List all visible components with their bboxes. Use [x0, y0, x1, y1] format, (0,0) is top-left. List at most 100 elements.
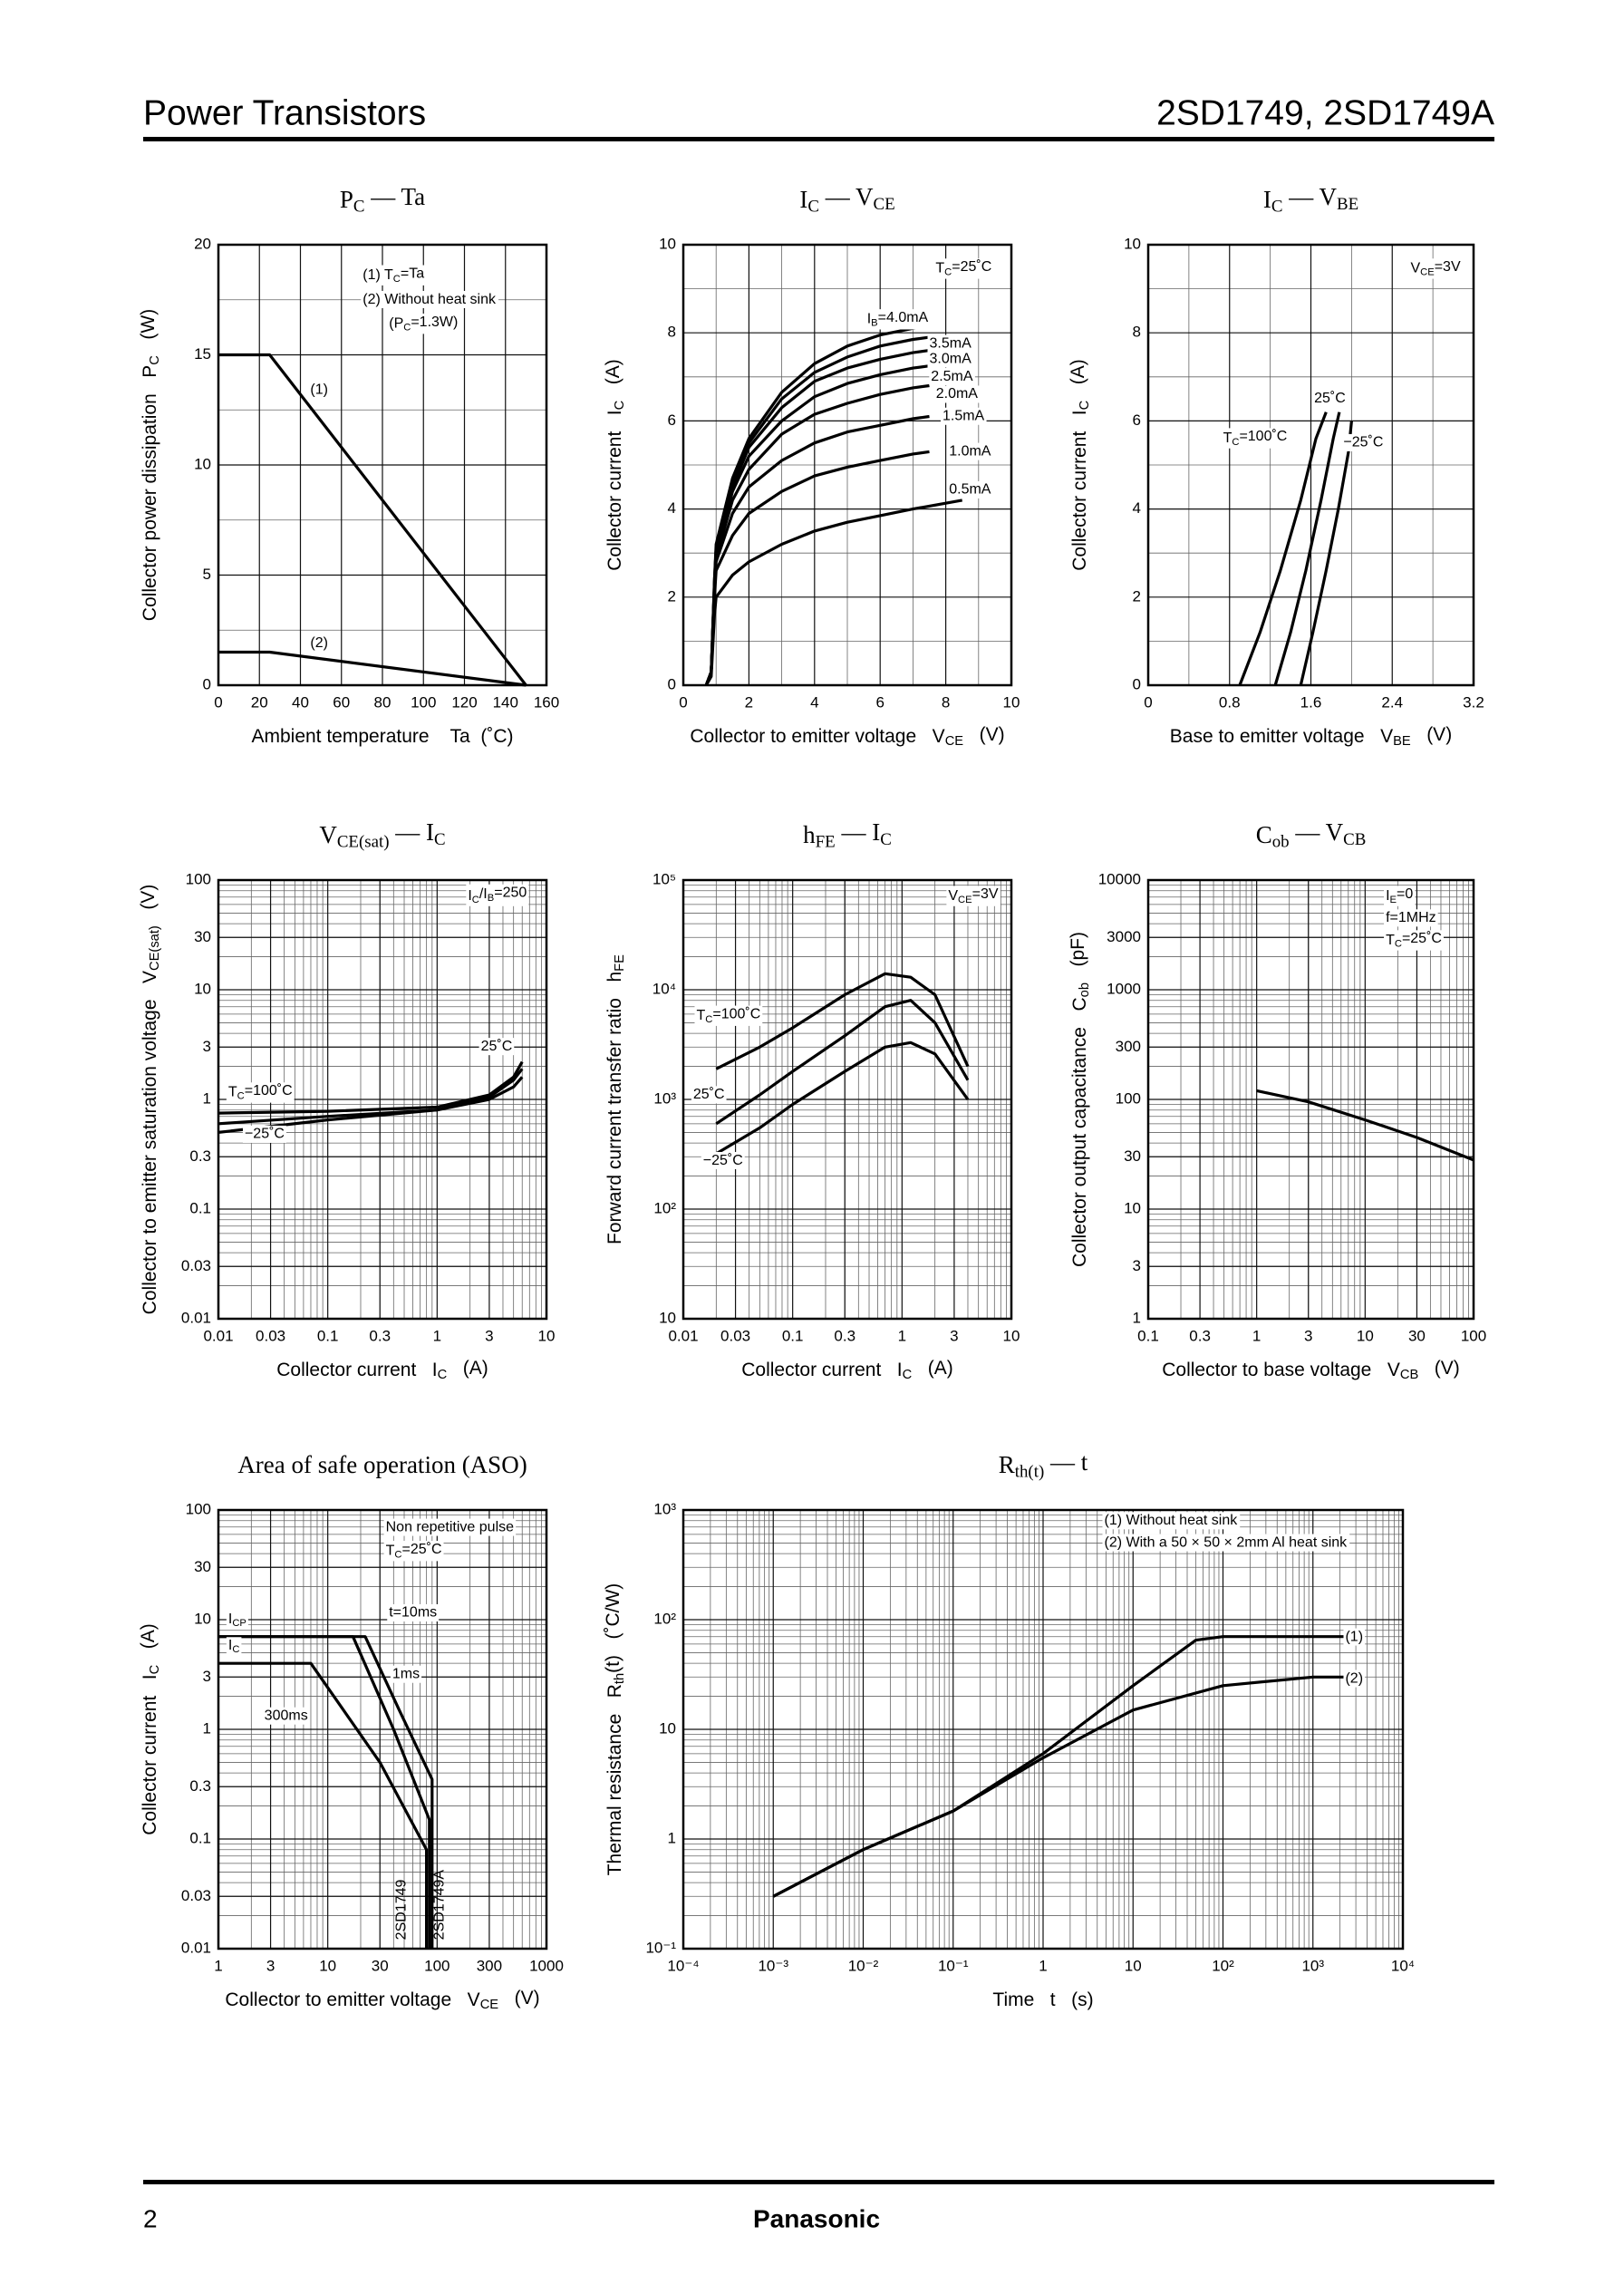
text-segment: — V — [819, 183, 874, 210]
text-segment: P — [340, 186, 353, 213]
plot-frame — [682, 243, 1013, 687]
annotation: IB=4.0mA — [867, 310, 929, 328]
y-axis-label: Collector power dissipation PC (W) — [137, 309, 162, 621]
chart-title: Area of safe operation (ASO) — [237, 1451, 527, 1478]
x-tick-label: 0.3 — [369, 1327, 391, 1344]
y-tick-label: 4 — [1133, 499, 1141, 517]
label-bg — [947, 480, 993, 498]
x-tick-label: 2.4 — [1381, 693, 1403, 711]
text-segment: C — [148, 355, 162, 365]
label-bg — [242, 1125, 286, 1143]
text-segment: =100˚C — [245, 1083, 293, 1099]
text-segment: Collector current I — [741, 1360, 902, 1380]
text-segment: =1.3W) — [411, 315, 458, 330]
x-axis-label: Collector current IC (A) — [276, 1357, 488, 1382]
y-tick-label: 0.01 — [181, 1939, 211, 1956]
text-segment: =Ta — [401, 266, 424, 282]
annotation: VCE=3V — [1410, 259, 1460, 277]
text-segment: −25˚C — [1343, 435, 1383, 450]
text-segment: T — [386, 1544, 395, 1559]
text-segment: E — [1390, 895, 1397, 905]
curve — [218, 353, 527, 686]
text-segment: CE — [480, 1998, 499, 2012]
text-segment: (V) — [1411, 723, 1453, 744]
x-tick-label: 1000 — [529, 1957, 564, 1974]
x-tick-label: 10⁻² — [848, 1957, 879, 1974]
text-segment: FE — [613, 954, 627, 972]
label-bg — [226, 1611, 248, 1630]
text-segment: BE — [1393, 734, 1411, 749]
y-tick-label: 0.3 — [189, 1777, 211, 1795]
x-axis-label: Collector current IC (A) — [741, 1357, 953, 1382]
plot-frame — [217, 878, 548, 1321]
x-axis-label: Collector to base voltage VCB (V) — [1162, 1357, 1460, 1382]
text-segment: — I — [836, 818, 881, 846]
text-segment: Collector current I — [276, 1360, 437, 1380]
x-tick-label: 3 — [950, 1327, 958, 1344]
text-segment: 1.0mA — [949, 444, 991, 460]
annotation: (2) — [310, 635, 328, 651]
y-tick-label: 10 — [1124, 1199, 1141, 1216]
label-bg — [865, 309, 931, 330]
y-tick-label: 4 — [668, 499, 676, 517]
text-segment: (2) — [1345, 1671, 1363, 1687]
text-segment: Thermal resistance R — [604, 1684, 625, 1875]
x-tick-label: 100 — [1461, 1327, 1486, 1344]
y-tick-label: 10⁴ — [652, 980, 676, 997]
x-tick-label: 3.2 — [1463, 693, 1484, 711]
text-segment: Ambient temperature Ta (˚C) — [251, 726, 513, 747]
x-tick-label: 8 — [942, 693, 950, 711]
annotation: (2) With a 50 × 50 × 2mm Al heat sink — [1104, 1535, 1348, 1551]
y-tick-label: 100 — [1116, 1089, 1141, 1107]
annotation: TC=100˚C — [696, 1007, 760, 1025]
text-segment: C — [903, 1368, 913, 1382]
curve — [218, 1661, 429, 1949]
text-segment: C — [1271, 198, 1283, 217]
annotation: 2.0mA — [936, 386, 979, 402]
annotation: IC/IB=250 — [468, 886, 527, 905]
annotation: IC — [228, 1638, 240, 1655]
curve — [1273, 411, 1341, 686]
text-segment: ob — [1272, 833, 1290, 852]
text-segment: C — [1256, 821, 1272, 848]
label-bg — [308, 634, 330, 653]
curve — [218, 1635, 431, 1949]
text-segment: =3V — [1435, 259, 1461, 275]
x-tick-label: 10 — [1125, 1957, 1142, 1974]
annotation: 1.5mA — [942, 409, 985, 424]
text-segment: C — [438, 1368, 448, 1382]
annotation: ICP — [228, 1612, 246, 1629]
label-bg — [383, 1541, 444, 1562]
text-segment: I — [468, 888, 471, 904]
text-segment: C — [1395, 939, 1402, 950]
x-tick-label: 2 — [745, 693, 753, 711]
text-segment: C — [472, 895, 479, 905]
label-bg — [387, 314, 460, 334]
label-bg — [929, 368, 975, 386]
label-bg — [691, 1086, 727, 1104]
x-tick-label: 40 — [292, 693, 309, 711]
text-segment: (A) — [447, 1357, 488, 1378]
text-segment: (1) — [1345, 1630, 1363, 1645]
label-bg — [466, 884, 529, 906]
text-segment: C — [148, 1664, 162, 1674]
y-axis-label: Forward current transfer ratio hFE — [604, 954, 627, 1244]
x-tick-label: 80 — [374, 693, 392, 711]
y-tick-label: 15 — [194, 345, 211, 363]
plot-frame — [1146, 243, 1475, 687]
y-axis-label: Thermal resistance Rth(t) (˚C/W) — [602, 1583, 627, 1876]
label-bg — [1102, 1512, 1241, 1530]
text-segment: 1.5mA — [942, 409, 985, 424]
label-bg — [1343, 1628, 1366, 1646]
brand: Panasonic — [753, 2204, 880, 2232]
y-tick-label: 0.01 — [181, 1309, 211, 1326]
x-tick-label: 3 — [485, 1327, 493, 1344]
text-segment: =3V — [972, 886, 999, 902]
text-segment: =25˚C — [1402, 931, 1442, 946]
x-tick-label: 0 — [214, 693, 222, 711]
label-bg — [478, 1038, 515, 1056]
y-tick-label: 2 — [668, 587, 676, 605]
x-tick-label: 10⁻¹ — [938, 1957, 969, 1974]
plot-frame — [682, 1508, 1405, 1950]
x-tick-label: 0.03 — [720, 1327, 750, 1344]
